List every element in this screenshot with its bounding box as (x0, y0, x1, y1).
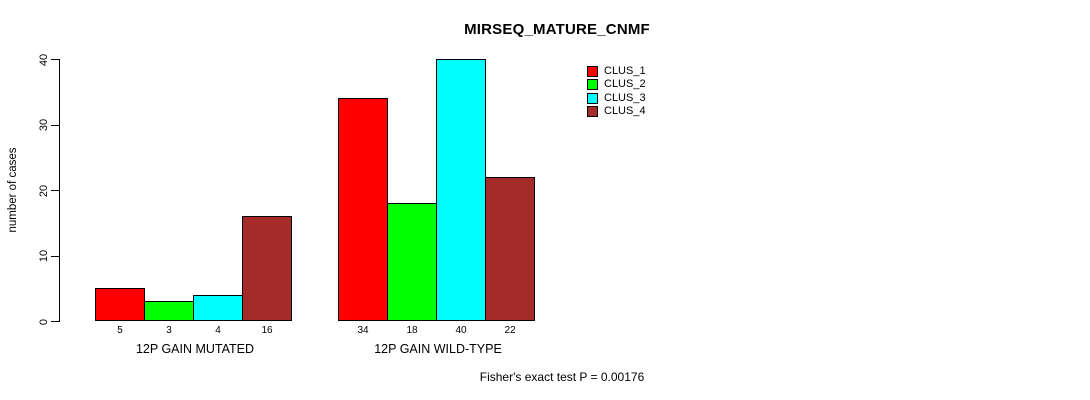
y-axis-label: number of cases (7, 147, 19, 233)
bar-clus_3-group2 (436, 59, 486, 321)
bar-clus_4-group2 (485, 177, 535, 321)
y-tick-label-0: 0 (38, 318, 50, 325)
bar-clus_4-group1 (242, 216, 292, 321)
y-tick-mark-0 (51, 321, 59, 322)
bar-clus_1-group2 (338, 98, 388, 321)
legend-row-clus_2: CLUS_2 (587, 78, 646, 91)
bar-value-clus_4-group1: 16 (261, 325, 273, 336)
legend-row-clus_3: CLUS_3 (587, 92, 646, 105)
legend-label-clus_2: CLUS_2 (604, 78, 646, 91)
bar-value-clus_1-group2: 34 (357, 325, 369, 336)
group-label-2: 12P GAIN WILD-TYPE (374, 342, 502, 356)
legend-label-clus_1: CLUS_1 (604, 65, 646, 78)
bar-value-clus_2-group1: 3 (166, 325, 172, 336)
legend: CLUS_1 CLUS_2 CLUS_3 CLUS_4 (587, 65, 646, 118)
legend-swatch-clus_2 (587, 79, 598, 91)
bar-clus_2-group2 (387, 203, 437, 321)
legend-label-clus_4: CLUS_4 (604, 105, 646, 118)
y-tick-label-10: 10 (38, 249, 50, 263)
legend-row-clus_4: CLUS_4 (587, 105, 646, 118)
legend-row-clus_1: CLUS_1 (587, 65, 646, 78)
bar-value-clus_3-group1: 4 (215, 325, 221, 336)
y-tick-label-40: 40 (38, 53, 50, 66)
bar-value-clus_3-group2: 40 (455, 325, 467, 336)
y-tick-mark-10 (51, 255, 59, 257)
y-tick-label-30: 30 (38, 118, 50, 132)
y-tick-mark-20 (51, 190, 59, 191)
chart-title: MIRSEQ_MATURE_CNMF (464, 21, 650, 38)
legend-label-clus_3: CLUS_3 (604, 91, 646, 104)
legend-swatch-clus_3 (587, 92, 598, 104)
bar-clus_1-group1 (95, 288, 145, 321)
y-axis-line (59, 59, 60, 322)
legend-swatch-clus_4 (587, 106, 598, 118)
group-label-1: 12P GAIN MUTATED (135, 342, 255, 356)
stat-annotation: Fisher's exact test P = 0.00176 (479, 370, 645, 384)
bar-clus_3-group1 (193, 295, 243, 321)
bar-value-clus_4-group2: 22 (504, 325, 516, 336)
legend-swatch-clus_1 (587, 66, 598, 78)
bar-value-clus_1-group1: 5 (117, 325, 123, 336)
y-tick-mark-30 (51, 124, 59, 126)
y-tick-label-20: 20 (38, 184, 50, 197)
y-tick-mark-40 (51, 59, 59, 60)
bar-value-clus_2-group2: 18 (406, 325, 418, 336)
bar-clus_2-group1 (144, 301, 194, 321)
